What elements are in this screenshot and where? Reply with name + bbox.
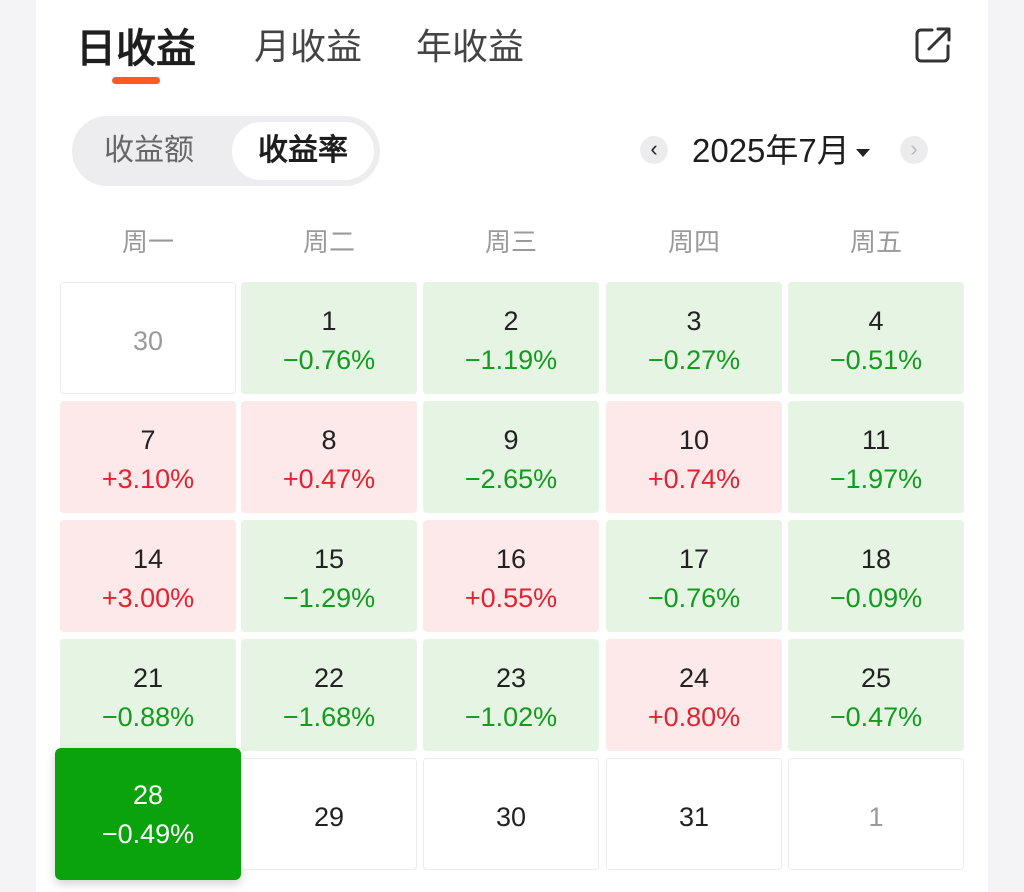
tab-yearly[interactable]: 年收益 (416, 26, 525, 67)
calendar-day-cell[interactable]: 7 +3.10% (60, 401, 236, 513)
weekday-label: 周三 (484, 227, 537, 257)
day-number: 14 (132, 544, 164, 574)
day-return-value: +0.80% (647, 702, 741, 732)
calendar-day-cell[interactable]: 2 −1.19% (423, 282, 599, 394)
day-number: 4 (868, 306, 884, 336)
day-return-value: −0.76% (647, 583, 741, 613)
day-number: 1 (321, 306, 337, 336)
calendar-day-cell[interactable]: 1 (788, 758, 964, 870)
month-label: 2025年7月 (692, 132, 850, 169)
weekday-label: 周四 (667, 227, 720, 257)
day-number: 22 (313, 663, 345, 693)
calendar-day-cell[interactable]: 22 −1.68% (241, 639, 417, 751)
day-number: 31 (678, 802, 710, 832)
day-number: 18 (860, 544, 892, 574)
calendar-day-cell[interactable]: 10 +0.74% (606, 401, 782, 513)
day-return-value: −0.49% (101, 819, 195, 849)
day-number: 29 (313, 802, 345, 832)
day-return-value: +3.00% (101, 583, 195, 613)
calendar-day-cell[interactable]: 17 −0.76% (606, 520, 782, 632)
day-return-value: −0.47% (829, 702, 923, 732)
toggle-amount[interactable]: 收益额 (104, 134, 194, 167)
calendar-day-cell[interactable]: 8 +0.47% (241, 401, 417, 513)
day-number: 28 (132, 780, 164, 810)
calendar-day-cell[interactable]: 9 −2.65% (423, 401, 599, 513)
day-number: 21 (132, 663, 164, 693)
day-return-value: −2.65% (464, 464, 558, 494)
calendar-day-cell[interactable]: 24 +0.80% (606, 639, 782, 751)
day-number: 2 (503, 306, 519, 336)
day-number: 9 (503, 425, 519, 455)
day-return-value: +0.47% (282, 464, 376, 494)
day-return-value: −1.02% (464, 702, 558, 732)
prev-month-button[interactable]: ‹ (640, 136, 668, 164)
calendar-day-cell[interactable]: 30 (423, 758, 599, 870)
day-return-value: −1.19% (464, 345, 558, 375)
calendar-day-cell[interactable]: 21 −0.88% (60, 639, 236, 751)
tab-daily[interactable]: 日收益 (76, 27, 196, 71)
day-return-value: −0.09% (829, 583, 923, 613)
day-number: 8 (321, 425, 337, 455)
day-number: 25 (860, 663, 892, 693)
calendar-day-cell[interactable]: 30 (60, 282, 236, 394)
day-number: 15 (313, 544, 345, 574)
calendar-day-cell[interactable]: 11 −1.97% (788, 401, 964, 513)
day-return-value: +0.74% (647, 464, 741, 494)
calendar-day-cell[interactable]: 18 −0.09% (788, 520, 964, 632)
calendar-day-cell[interactable]: 31 (606, 758, 782, 870)
calendar-day-cell[interactable]: 25 −0.47% (788, 639, 964, 751)
calendar-day-cell[interactable]: 1 −0.76% (241, 282, 417, 394)
day-number: 3 (686, 306, 702, 336)
day-number: 11 (861, 425, 891, 455)
day-number: 30 (495, 802, 527, 832)
day-number: 30 (132, 326, 164, 356)
active-tab-indicator (112, 77, 160, 84)
earnings-page: 日收益 月收益 年收益 收益额 收益率 ‹ 2025年7月 › 周一 周二 周三 周四… (36, 0, 988, 892)
calendar-day-cell[interactable]: 3 −0.27% (606, 282, 782, 394)
share-icon[interactable] (912, 24, 954, 66)
day-return-value: −1.68% (282, 702, 376, 732)
weekday-label: 周二 (302, 227, 355, 257)
calendar-day-cell[interactable]: 28 −0.49% (55, 748, 241, 880)
calendar-day-cell[interactable]: 14 +3.00% (60, 520, 236, 632)
day-return-value: +0.55% (464, 583, 558, 613)
day-return-value: −0.76% (282, 345, 376, 375)
day-return-value: −1.97% (829, 464, 923, 494)
day-number: 1 (868, 802, 884, 832)
calendar-day-cell[interactable]: 15 −1.29% (241, 520, 417, 632)
weekday-label: 周一 (121, 227, 174, 257)
day-number: 24 (678, 663, 710, 693)
calendar-day-cell[interactable]: 16 +0.55% (423, 520, 599, 632)
day-return-value: −0.27% (647, 345, 741, 375)
caret-down-icon (855, 149, 870, 158)
day-number: 23 (495, 663, 527, 693)
day-number: 7 (140, 425, 156, 455)
weekday-label: 周五 (849, 227, 902, 257)
day-return-value: −0.88% (101, 702, 195, 732)
day-return-value: −1.29% (282, 583, 376, 613)
day-return-value: +3.10% (101, 464, 195, 494)
day-number: 10 (678, 425, 710, 455)
calendar-day-cell[interactable]: 4 −0.51% (788, 282, 964, 394)
metric-toggle: 收益额 收益率 (72, 116, 380, 186)
next-month-button[interactable]: › (900, 136, 928, 164)
calendar-day-cell[interactable]: 29 (241, 758, 417, 870)
calendar-day-cell[interactable]: 23 −1.02% (423, 639, 599, 751)
day-number: 17 (678, 544, 710, 574)
day-number: 16 (495, 544, 527, 574)
day-return-value: −0.51% (829, 345, 923, 375)
toggle-rate[interactable]: 收益率 (232, 122, 374, 180)
tab-monthly[interactable]: 月收益 (254, 26, 363, 67)
month-selector[interactable]: 2025年7月 (692, 128, 870, 174)
